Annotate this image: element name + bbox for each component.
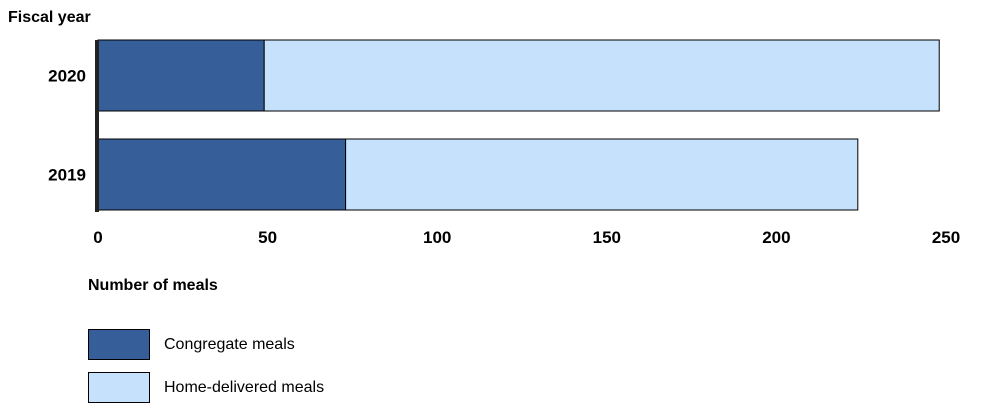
legend-swatch-congregate — [88, 329, 150, 360]
y-tick-label-2020: 2020 — [48, 67, 86, 86]
stacked-bar-chart: Fiscal year 2020 2019 0 50 100 150 200 250 Num… — [8, 9, 960, 294]
bar-2019-congregate — [97, 138, 347, 211]
bar-2020-home-delivered — [263, 39, 940, 112]
x-tick-label-100: 100 — [423, 228, 451, 247]
y-axis-title: Fiscal year — [8, 9, 91, 26]
legend-label-congregate: Congregate meals — [164, 335, 295, 353]
legend-item-congregate: Congregate meals — [88, 328, 324, 361]
y-tick-label-2019: 2019 — [48, 166, 86, 185]
x-tick-label-0: 0 — [93, 228, 102, 247]
x-axis-title: Number of meals — [88, 277, 218, 294]
bar-2019-home-delivered — [345, 138, 859, 211]
legend: Congregate meals Home-delivered meals — [88, 328, 324, 414]
bar-2020-congregate — [97, 39, 265, 112]
legend-label-home-delivered: Home-delivered meals — [164, 378, 325, 396]
x-tick-label-50: 50 — [258, 228, 277, 247]
x-tick-label-200: 200 — [762, 228, 790, 247]
legend-item-home-delivered: Home-delivered meals — [88, 371, 324, 404]
x-tick-label-250: 250 — [932, 228, 960, 247]
legend-swatch-home-delivered — [88, 372, 150, 403]
x-tick-label-150: 150 — [593, 228, 621, 247]
y-axis-line — [95, 40, 99, 212]
